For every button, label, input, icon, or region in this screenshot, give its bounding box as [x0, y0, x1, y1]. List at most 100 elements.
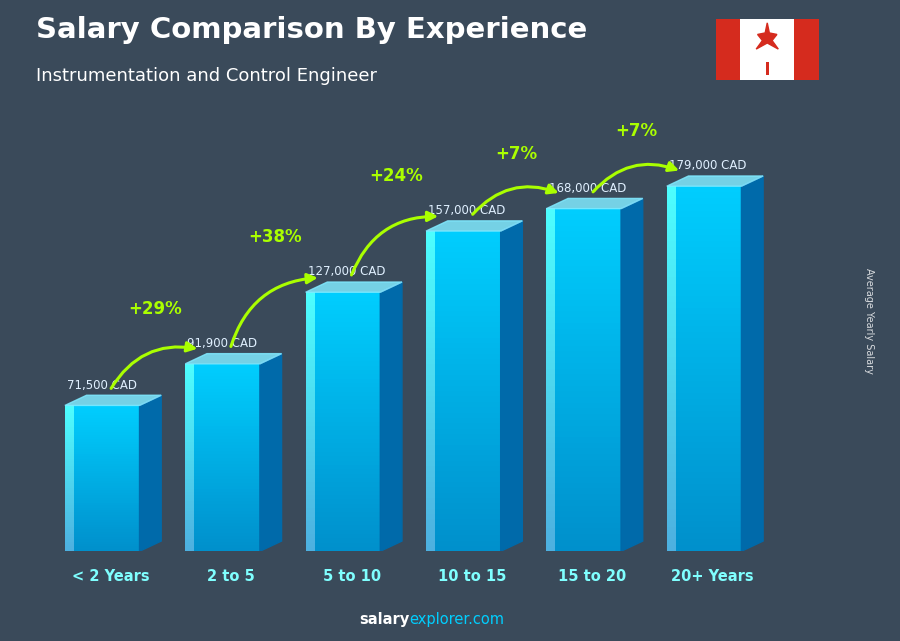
Bar: [426, 439, 435, 444]
Bar: [667, 460, 742, 466]
Bar: [546, 237, 621, 243]
Bar: [667, 381, 676, 387]
Bar: [426, 396, 500, 402]
Bar: [546, 208, 621, 214]
Bar: [716, 19, 741, 80]
Bar: [667, 539, 676, 545]
Polygon shape: [306, 282, 402, 292]
Polygon shape: [742, 176, 763, 551]
Bar: [306, 473, 315, 478]
Bar: [306, 417, 381, 422]
Bar: [667, 423, 676, 429]
Bar: [426, 284, 500, 290]
Text: 5 to 10: 5 to 10: [322, 569, 381, 584]
Bar: [546, 534, 555, 540]
Bar: [306, 529, 315, 534]
Bar: [546, 391, 621, 397]
Bar: [185, 473, 194, 476]
Bar: [185, 383, 260, 386]
Bar: [306, 469, 381, 474]
Bar: [306, 353, 315, 357]
Bar: [65, 476, 74, 478]
Bar: [546, 471, 621, 477]
Bar: [546, 317, 621, 323]
Bar: [306, 435, 315, 439]
Bar: [185, 485, 260, 489]
Bar: [65, 410, 74, 413]
Bar: [426, 279, 435, 285]
Bar: [65, 462, 74, 464]
Bar: [546, 248, 555, 254]
Bar: [185, 463, 260, 467]
Bar: [306, 521, 381, 526]
Bar: [65, 505, 140, 508]
Bar: [546, 374, 555, 380]
Bar: [667, 253, 742, 259]
Bar: [185, 423, 194, 426]
Bar: [667, 313, 742, 320]
Bar: [185, 401, 260, 404]
Bar: [185, 495, 260, 498]
Bar: [426, 316, 500, 322]
Bar: [306, 456, 315, 461]
Bar: [65, 476, 140, 478]
Bar: [65, 463, 140, 466]
Bar: [667, 350, 676, 356]
Polygon shape: [500, 221, 522, 551]
Bar: [306, 534, 315, 538]
Polygon shape: [742, 176, 763, 186]
Bar: [667, 369, 742, 375]
Bar: [667, 344, 676, 351]
Bar: [667, 308, 742, 314]
Bar: [185, 367, 194, 370]
Bar: [185, 523, 194, 526]
Polygon shape: [756, 23, 778, 49]
Bar: [306, 490, 381, 495]
Bar: [667, 374, 676, 381]
Polygon shape: [381, 282, 402, 292]
Bar: [546, 483, 621, 488]
Bar: [667, 454, 742, 460]
Bar: [306, 460, 381, 465]
Bar: [546, 288, 555, 294]
Bar: [185, 442, 260, 445]
Text: salary: salary: [359, 612, 410, 627]
Bar: [546, 522, 555, 528]
Bar: [185, 508, 260, 511]
Bar: [65, 466, 74, 469]
Bar: [306, 465, 381, 469]
Bar: [65, 527, 140, 529]
Bar: [546, 265, 555, 271]
Bar: [426, 290, 435, 295]
Bar: [306, 517, 315, 521]
Bar: [185, 385, 260, 389]
Bar: [185, 385, 194, 389]
Bar: [65, 485, 74, 488]
Bar: [667, 429, 742, 436]
Bar: [667, 411, 676, 417]
Bar: [306, 357, 315, 362]
Bar: [426, 343, 500, 349]
Bar: [185, 410, 194, 414]
Bar: [426, 513, 435, 519]
Bar: [306, 365, 381, 370]
Bar: [185, 408, 260, 411]
Bar: [185, 388, 194, 392]
Bar: [426, 519, 435, 524]
Bar: [65, 422, 74, 425]
Bar: [667, 277, 676, 283]
Bar: [306, 456, 381, 461]
Bar: [65, 537, 140, 539]
Bar: [65, 454, 74, 456]
Bar: [185, 495, 194, 498]
Bar: [426, 465, 500, 471]
Bar: [546, 260, 621, 266]
Bar: [546, 242, 555, 249]
Bar: [185, 373, 260, 376]
Bar: [546, 311, 621, 317]
Bar: [667, 235, 676, 241]
Bar: [426, 439, 500, 444]
Bar: [667, 338, 676, 344]
Bar: [546, 357, 555, 363]
Bar: [426, 508, 435, 514]
